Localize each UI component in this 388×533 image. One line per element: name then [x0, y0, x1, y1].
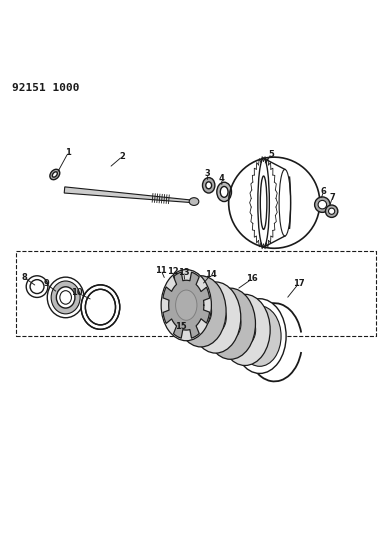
Polygon shape — [64, 187, 194, 203]
Text: 11: 11 — [155, 266, 167, 275]
Circle shape — [326, 205, 338, 217]
Ellipse shape — [260, 176, 267, 229]
Text: 8: 8 — [21, 273, 27, 282]
Ellipse shape — [205, 288, 255, 359]
Polygon shape — [163, 272, 210, 338]
Text: 5: 5 — [268, 150, 274, 159]
Ellipse shape — [191, 282, 241, 353]
Ellipse shape — [203, 177, 215, 193]
Ellipse shape — [258, 158, 269, 247]
Text: 92151 1000: 92151 1000 — [12, 83, 80, 93]
Text: 17: 17 — [293, 279, 304, 288]
Ellipse shape — [52, 172, 57, 177]
Text: 16: 16 — [246, 274, 258, 284]
Bar — [16, 251, 376, 336]
Ellipse shape — [47, 277, 84, 318]
Text: 2: 2 — [120, 152, 125, 161]
Ellipse shape — [81, 285, 120, 329]
Text: 4: 4 — [219, 174, 225, 183]
Text: 1: 1 — [66, 148, 71, 157]
Ellipse shape — [85, 289, 116, 325]
Ellipse shape — [190, 296, 211, 327]
Ellipse shape — [279, 169, 291, 236]
Ellipse shape — [238, 306, 281, 366]
Text: 15: 15 — [175, 322, 186, 331]
Text: 10: 10 — [71, 288, 83, 297]
Text: 13: 13 — [178, 268, 190, 277]
Text: 12: 12 — [167, 267, 178, 276]
Ellipse shape — [176, 276, 226, 347]
Ellipse shape — [161, 270, 211, 341]
Text: 9: 9 — [43, 279, 49, 288]
Ellipse shape — [220, 294, 270, 366]
Ellipse shape — [56, 287, 75, 308]
Ellipse shape — [220, 187, 228, 197]
Text: 3: 3 — [204, 169, 210, 178]
Ellipse shape — [51, 281, 80, 314]
Ellipse shape — [206, 182, 211, 189]
Text: 14: 14 — [206, 270, 217, 279]
Ellipse shape — [50, 169, 60, 180]
Ellipse shape — [233, 298, 286, 374]
Ellipse shape — [220, 309, 241, 339]
Text: 6: 6 — [320, 187, 326, 196]
Ellipse shape — [217, 182, 232, 201]
Circle shape — [318, 200, 327, 209]
Circle shape — [315, 197, 330, 212]
Circle shape — [329, 208, 335, 214]
Ellipse shape — [189, 198, 199, 205]
Text: 7: 7 — [329, 193, 335, 202]
Ellipse shape — [234, 315, 256, 345]
Ellipse shape — [205, 302, 226, 333]
Ellipse shape — [176, 290, 197, 320]
